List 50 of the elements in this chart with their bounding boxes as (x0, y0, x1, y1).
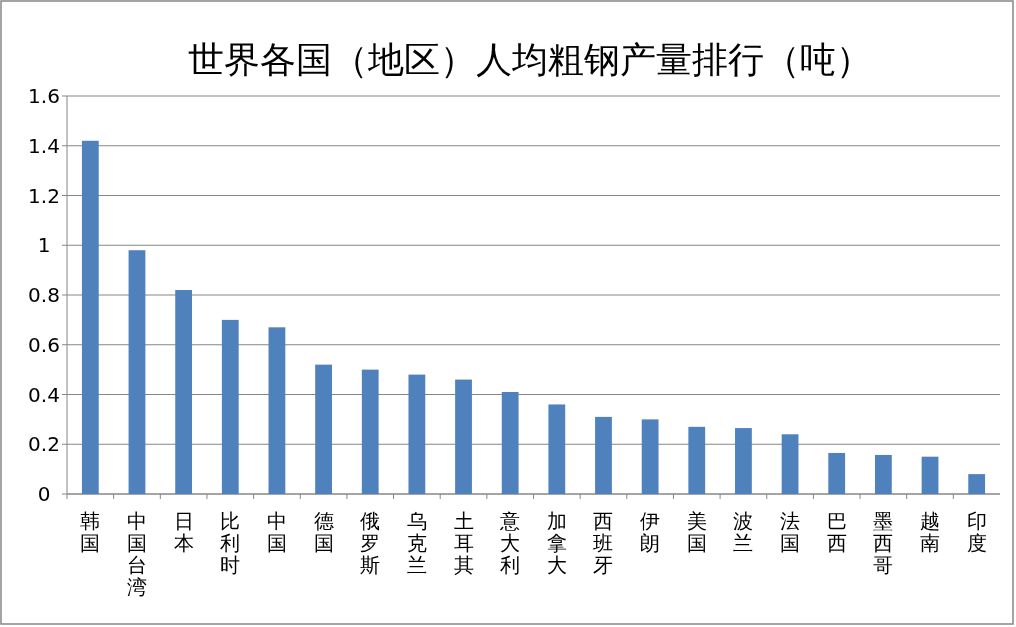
bar (221, 319, 239, 494)
chart-title: 世界各国（地区）人均粗钢产量排行（吨） (188, 39, 872, 80)
bar (874, 454, 892, 494)
y-tick-label: 0 (37, 482, 51, 506)
x-tick-label: 日本 (173, 509, 194, 555)
y-tick-label: 1.6 (28, 84, 60, 108)
x-tick-label: 巴西 (826, 509, 847, 555)
bar (128, 250, 146, 494)
bar (781, 434, 799, 494)
x-tick-label: 中国 (266, 509, 287, 555)
bar (968, 474, 986, 494)
x-tick-label: 德国 (313, 509, 334, 555)
x-tick-label: 印度 (966, 509, 987, 555)
bar (828, 452, 846, 494)
y-tick-label: 0.2 (28, 432, 60, 457)
x-tick-label: 韩国 (80, 509, 101, 555)
bar (268, 327, 286, 494)
x-tick-label: 乌克兰 (406, 509, 427, 577)
bar (641, 419, 659, 494)
x-tick-label: 法国 (780, 509, 801, 555)
x-tick-label: 中国台湾 (126, 509, 147, 599)
y-tick-label: 0.8 (28, 283, 60, 307)
y-tick-label: 0.6 (28, 332, 60, 357)
bar (455, 379, 472, 494)
bar (315, 364, 332, 494)
bar (595, 416, 612, 494)
y-tick-label: 0.4 (28, 382, 60, 407)
bar (81, 140, 99, 494)
bar (361, 369, 379, 494)
x-tick-label: 比利时 (220, 509, 241, 577)
bar (688, 426, 706, 494)
x-tick-label: 波兰 (733, 509, 754, 555)
x-tick-label: 伊朗 (640, 509, 661, 555)
y-tick-label: 1.4 (28, 133, 60, 158)
bar (175, 290, 193, 494)
bar (735, 428, 752, 494)
y-tick-label: 1.2 (28, 183, 60, 208)
x-tick-label: 俄罗斯 (360, 509, 381, 577)
bar (408, 374, 426, 494)
x-tick-label: 越南 (920, 509, 941, 555)
y-tick-label: 1 (37, 233, 51, 258)
x-tick-label: 墨西哥 (873, 509, 894, 577)
x-tick-label: 西班牙 (593, 509, 614, 577)
bar (501, 392, 519, 494)
x-tick-label: 加拿大 (546, 509, 567, 577)
bar (548, 404, 566, 494)
x-tick-label: 美国 (686, 509, 707, 555)
x-tick-label: 意大利 (499, 509, 521, 577)
x-tick-label: 土耳其 (453, 509, 474, 577)
bar (921, 456, 939, 494)
